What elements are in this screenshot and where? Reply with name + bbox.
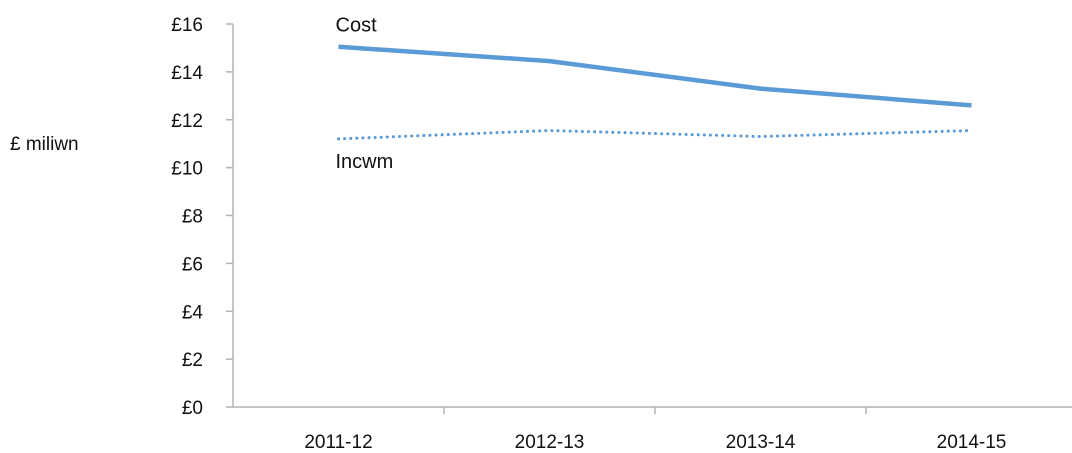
x-tick-label: 2013-14 (726, 432, 796, 453)
x-tick-label: 2014-15 (937, 432, 1007, 453)
y-tick-label: £14 (171, 63, 203, 84)
series-line-cost (338, 44, 972, 108)
series-point-incwm (760, 136, 761, 137)
y-tick-label: £16 (171, 15, 203, 36)
series-point-incwm (338, 138, 339, 139)
y-ticks: £0 £2 £4 £6 £8 £10 £12 £14 £16 (171, 15, 233, 419)
series-line-incwm (337, 129, 973, 141)
series-point-cost (760, 88, 761, 89)
series-point-cost (338, 46, 339, 47)
series-point-incwm (971, 130, 972, 131)
x-tick-label: 2011-12 (304, 432, 372, 453)
y-axis-label: £ miliwn (10, 134, 79, 155)
y-tick-label: £12 (171, 111, 203, 132)
series-point-cost (971, 105, 972, 106)
y-tick-label: £8 (182, 207, 203, 228)
y-tick-label: £6 (182, 254, 203, 275)
y-tick-label: £0 (182, 398, 203, 419)
y-tick-label: £4 (182, 302, 204, 323)
series-label-cost: Cost (336, 15, 378, 37)
series-point-incwm (549, 130, 550, 131)
y-tick-label: £10 (171, 159, 203, 180)
x-ticks: 2011-12 2012-13 2013-14 2014-15 (304, 407, 1006, 453)
series-group: Cost Incwm (336, 15, 973, 173)
y-tick-label: £2 (182, 350, 203, 371)
axes (232, 24, 1072, 408)
series-point-cost (549, 61, 550, 62)
x-tick-label: 2012-13 (515, 432, 585, 453)
series-label-incwm: Incwm (336, 151, 394, 173)
